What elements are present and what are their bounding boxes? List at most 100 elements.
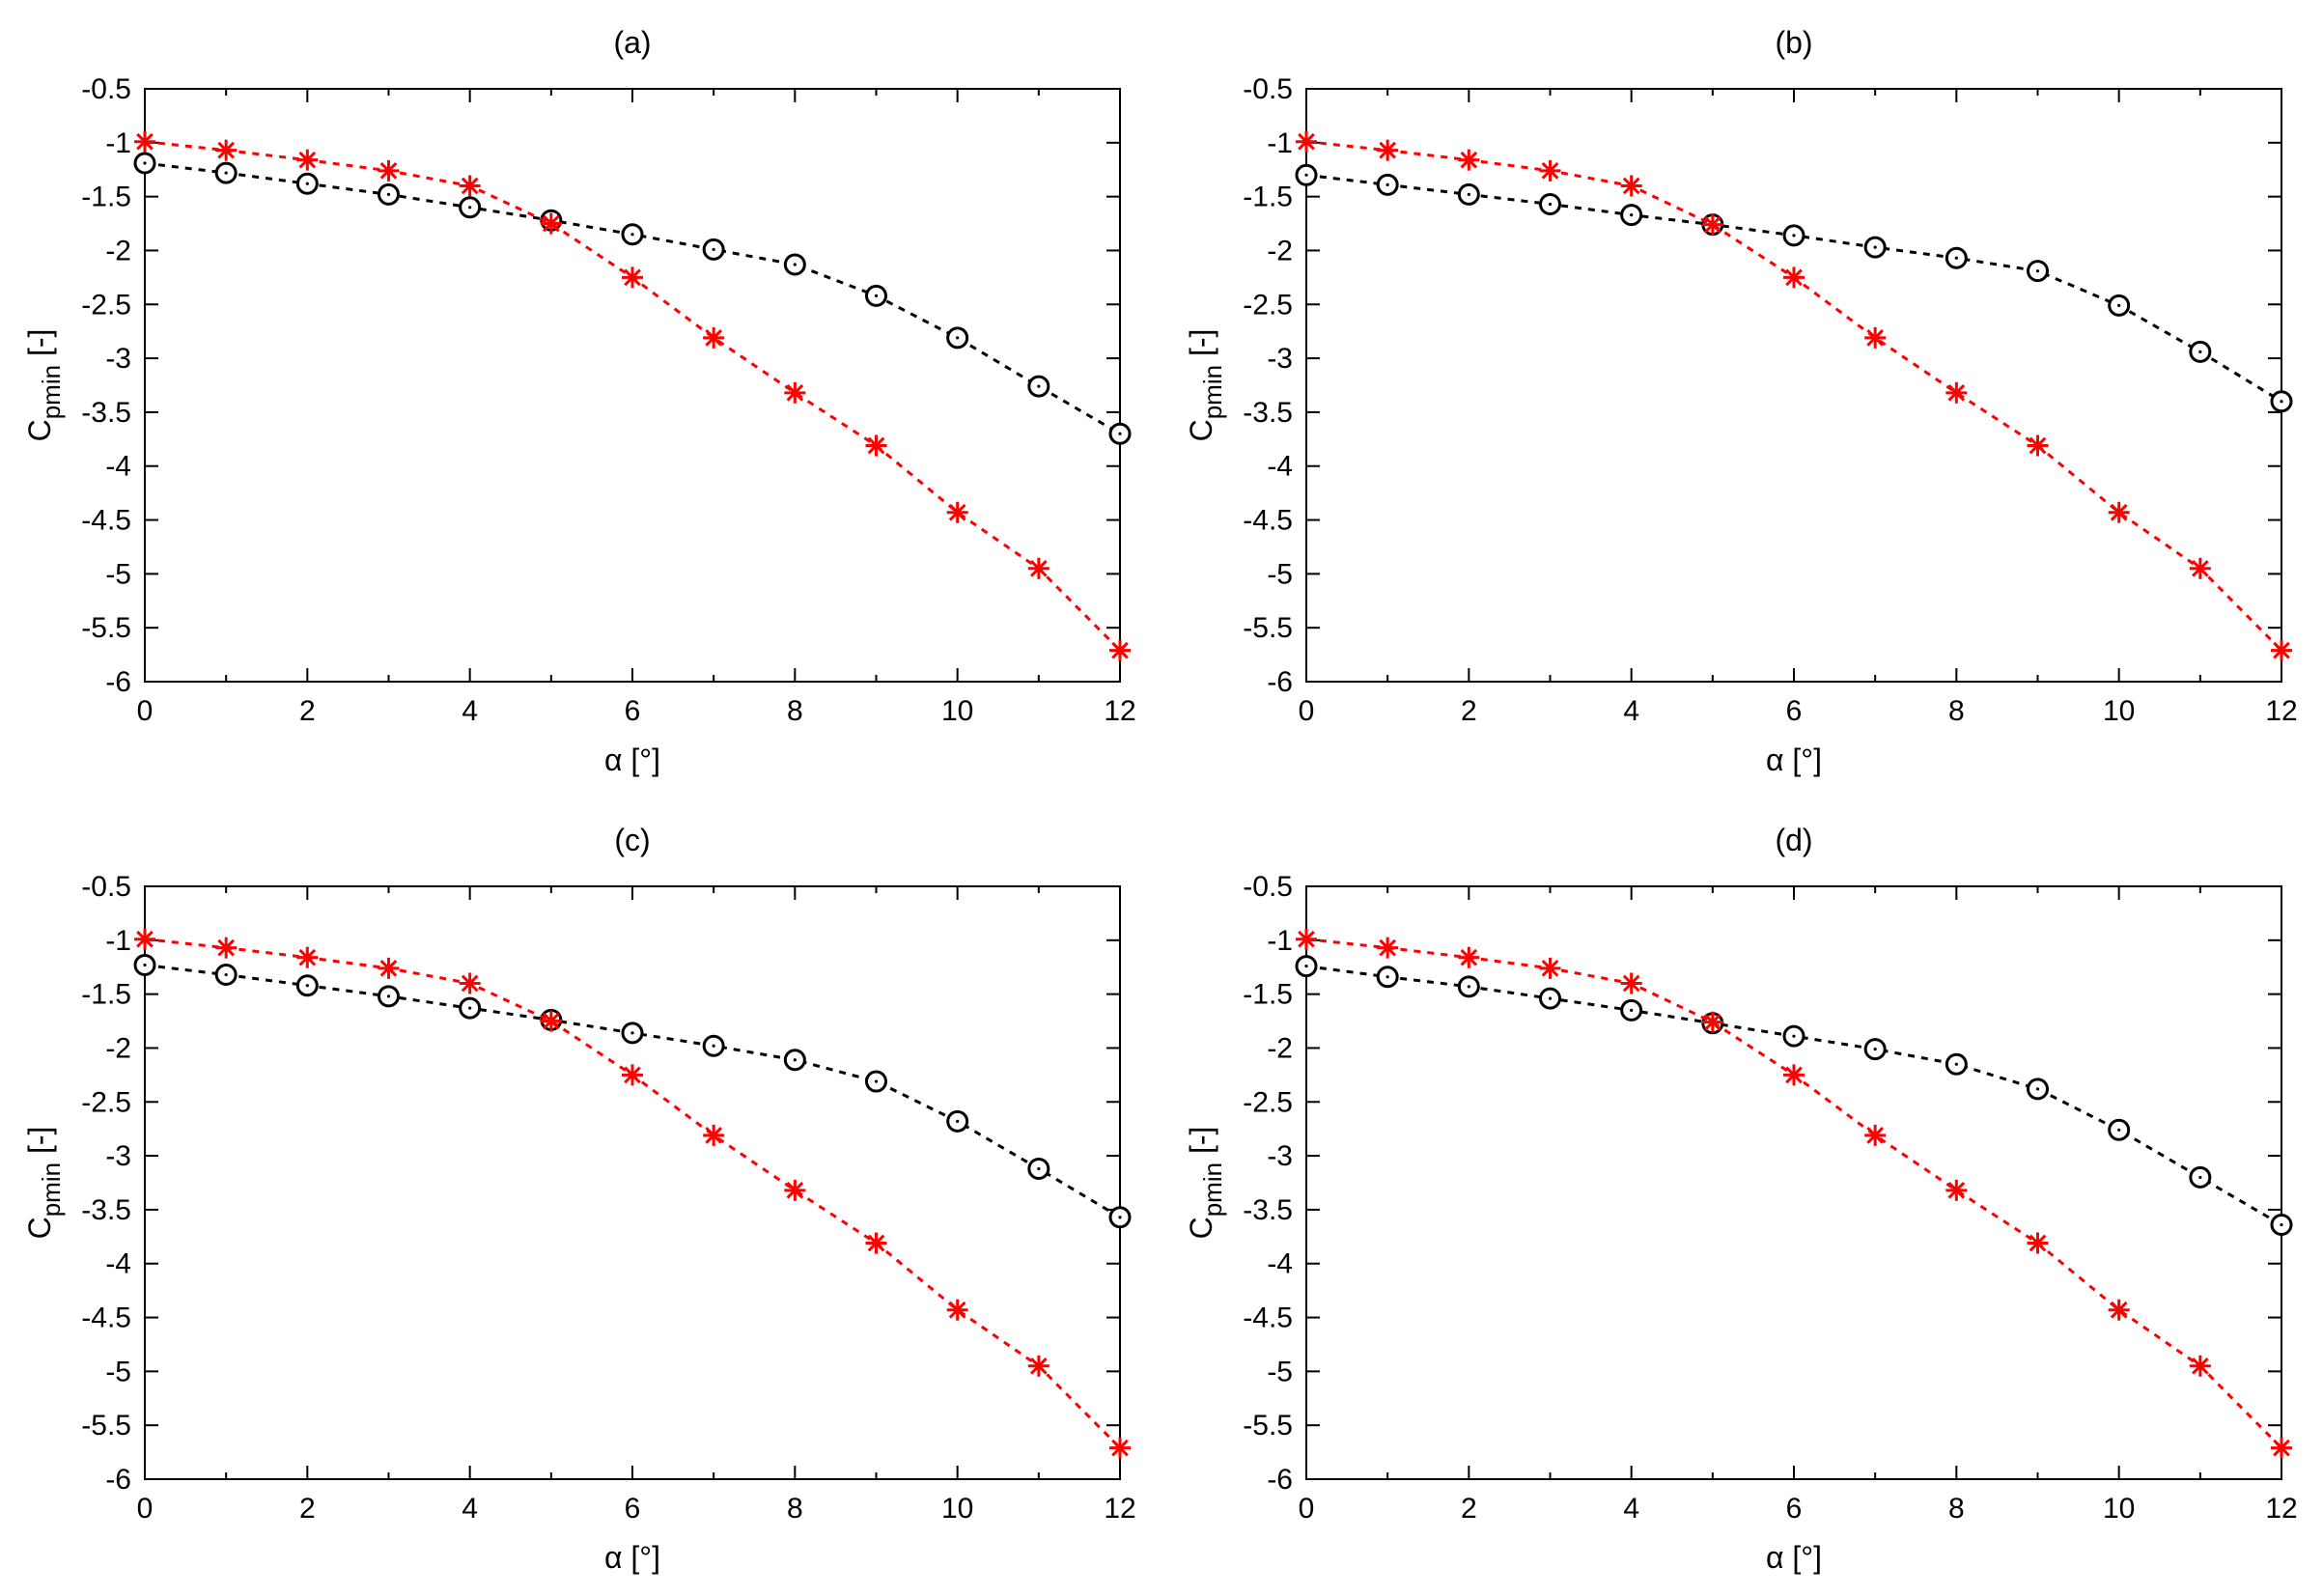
data-point-asterisk [2108, 501, 2130, 523]
data-point-asterisk [1296, 928, 1317, 950]
x-tick-label: 12 [2265, 695, 2297, 727]
x-tick-label: 0 [1299, 695, 1315, 727]
data-point-circle [2027, 260, 2049, 283]
y-tick-label: -2 [105, 235, 131, 266]
data-point-asterisk [1701, 213, 1723, 236]
y-tick-label: -1.5 [81, 182, 131, 213]
series-line-black [144, 161, 1121, 435]
data-point-circle [1863, 1038, 1887, 1061]
y-axis-label-main: C [1184, 419, 1218, 441]
data-point-asterisk [1864, 326, 1887, 349]
y-tick-label: -6 [1267, 1464, 1293, 1496]
x-tick-label: 0 [137, 695, 154, 727]
data-point-circle [946, 1109, 969, 1133]
data-point-circle [2108, 294, 2131, 317]
x-tick-label: 10 [2103, 1493, 2135, 1525]
y-axis-label-suffix: [-] [1184, 1127, 1218, 1162]
data-point-asterisk [215, 937, 238, 959]
y-axis-label-main: C [1184, 1217, 1218, 1239]
y-axis-label-main: C [22, 419, 57, 441]
data-point-circle [1108, 1206, 1132, 1229]
y-tick-label: -3.5 [81, 397, 131, 429]
x-axis-label: α [°] [1766, 742, 1822, 777]
y-tick-label: -5.5 [81, 612, 131, 644]
y-axis-label-sub: pmin [37, 1162, 66, 1217]
data-point-asterisk [296, 946, 319, 968]
x-tick-label: 12 [1104, 1493, 1135, 1525]
data-point-asterisk [622, 1064, 643, 1086]
y-tick-label: -2.5 [1243, 1086, 1293, 1118]
y-axis-label: Cpmin [-] [22, 1127, 66, 1240]
data-point-asterisk [865, 434, 887, 457]
x-tick-label: 2 [1461, 695, 1477, 727]
data-point-circle [1945, 246, 1968, 269]
y-tick-label: -3 [105, 1140, 131, 1172]
data-point-circle [865, 1070, 887, 1093]
data-point-circle [946, 326, 969, 350]
data-point-asterisk [134, 130, 155, 153]
data-point-circle [1457, 182, 1480, 206]
data-point-asterisk [946, 1299, 968, 1321]
x-tick-label: 4 [1623, 1493, 1639, 1525]
data-point-asterisk [296, 149, 319, 171]
x-tick-label: 8 [1948, 1493, 1965, 1525]
y-tick-label: -2.5 [81, 289, 131, 321]
data-point-circle [2189, 1165, 2212, 1189]
x-axis-label: α [°] [1766, 1540, 1822, 1575]
data-point-asterisk [1620, 972, 1642, 994]
y-tick-label: -2 [1267, 235, 1293, 266]
data-point-asterisk [378, 957, 400, 979]
x-tick-label: 2 [299, 695, 316, 727]
y-tick-label: -4.5 [81, 505, 131, 537]
data-point-asterisk [1377, 937, 1399, 959]
x-tick-label: 10 [941, 1493, 973, 1525]
data-point-circle [702, 238, 725, 261]
data-point-asterisk [1109, 639, 1131, 661]
data-point-asterisk [1027, 1355, 1050, 1377]
data-point-circle [2108, 1118, 2131, 1141]
y-tick-label: -1 [1267, 925, 1293, 957]
x-tick-label: 4 [462, 1493, 478, 1525]
data-point-circle [1620, 204, 1643, 227]
data-point-asterisk [1620, 175, 1642, 197]
data-point-asterisk [1945, 381, 1968, 404]
y-tick-label: -0.5 [1243, 73, 1293, 105]
x-tick-label: 6 [625, 1493, 641, 1525]
data-point-asterisk [215, 139, 238, 161]
data-point-circle [1457, 975, 1480, 998]
y-axis-label: Cpmin [-] [1184, 329, 1227, 442]
x-tick-label: 8 [787, 695, 803, 727]
data-point-asterisk [784, 381, 806, 404]
data-point-asterisk [1945, 1179, 1968, 1201]
data-point-asterisk [540, 212, 562, 235]
chart-panel-b: (b) 0 2 4 6 8 10 12 -0.5 -1 -1.5 -2 -2.5 -3 -3.5 -4 -4.5… [1162, 0, 2323, 798]
y-tick-label: -2 [105, 1032, 131, 1064]
data-point-circle [2270, 1214, 2293, 1237]
y-tick-label: -5 [105, 558, 131, 590]
data-point-circle [621, 223, 644, 246]
x-tick-label: 0 [1299, 1493, 1315, 1525]
y-tick-label: -1.5 [1243, 979, 1293, 1011]
y-tick-label: -4 [1267, 1248, 1293, 1280]
y-tick-label: -6 [105, 1464, 131, 1496]
x-tick-label: 12 [1104, 695, 1135, 727]
data-point-circle [133, 152, 156, 175]
series-line-red [1305, 140, 2283, 652]
data-point-asterisk [1783, 266, 1805, 289]
data-point-circle [1863, 236, 1887, 259]
data-point-asterisk [459, 972, 481, 994]
x-axis-label: α [°] [604, 742, 660, 777]
series-line-red [144, 140, 1122, 652]
data-point-circle [295, 172, 319, 195]
x-tick-label: 10 [941, 695, 973, 727]
data-point-asterisk [946, 501, 968, 523]
x-tick-label: 0 [137, 1493, 154, 1525]
x-tick-label: 12 [2265, 1493, 2297, 1525]
series-line-red [144, 938, 1122, 1449]
data-point-circle [1376, 966, 1399, 989]
x-tick-label: 6 [1786, 1493, 1803, 1525]
data-point-circle [621, 1022, 644, 1045]
y-tick-label: -6 [105, 666, 131, 698]
data-point-circle [214, 161, 238, 184]
data-point-circle [2189, 340, 2212, 363]
